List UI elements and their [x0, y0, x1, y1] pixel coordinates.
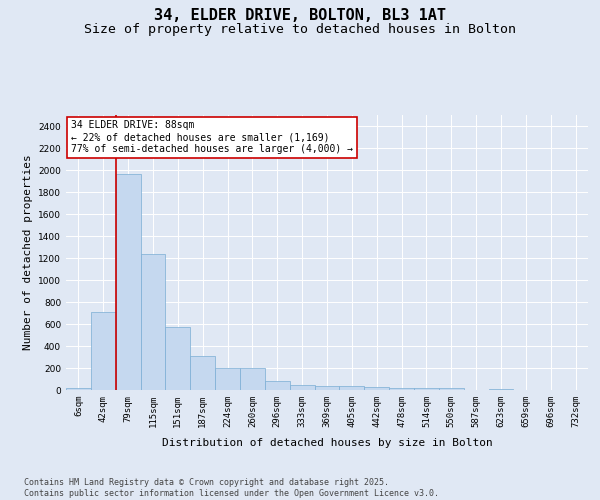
Bar	[190, 356, 215, 390]
Bar	[166, 328, 190, 390]
Text: Contains HM Land Registry data © Crown copyright and database right 2025.
Contai: Contains HM Land Registry data © Crown c…	[24, 478, 439, 498]
Bar	[240, 368, 265, 390]
Text: 34 ELDER DRIVE: 88sqm
← 22% of detached houses are smaller (1,169)
77% of semi-d: 34 ELDER DRIVE: 88sqm ← 22% of detached …	[71, 120, 353, 154]
Bar	[66, 388, 91, 390]
Bar	[340, 386, 364, 390]
Text: Distribution of detached houses by size in Bolton: Distribution of detached houses by size …	[161, 438, 493, 448]
Bar	[215, 368, 240, 390]
Bar	[140, 254, 166, 390]
Bar	[414, 388, 439, 390]
Bar	[290, 384, 314, 390]
Bar	[439, 388, 464, 390]
Text: 34, ELDER DRIVE, BOLTON, BL3 1AT: 34, ELDER DRIVE, BOLTON, BL3 1AT	[154, 8, 446, 22]
Bar	[488, 388, 514, 390]
Y-axis label: Number of detached properties: Number of detached properties	[23, 154, 32, 350]
Bar	[265, 381, 290, 390]
Bar	[314, 386, 340, 390]
Bar	[364, 386, 389, 390]
Bar	[116, 174, 140, 390]
Bar	[91, 312, 116, 390]
Text: Size of property relative to detached houses in Bolton: Size of property relative to detached ho…	[84, 22, 516, 36]
Bar	[389, 388, 414, 390]
